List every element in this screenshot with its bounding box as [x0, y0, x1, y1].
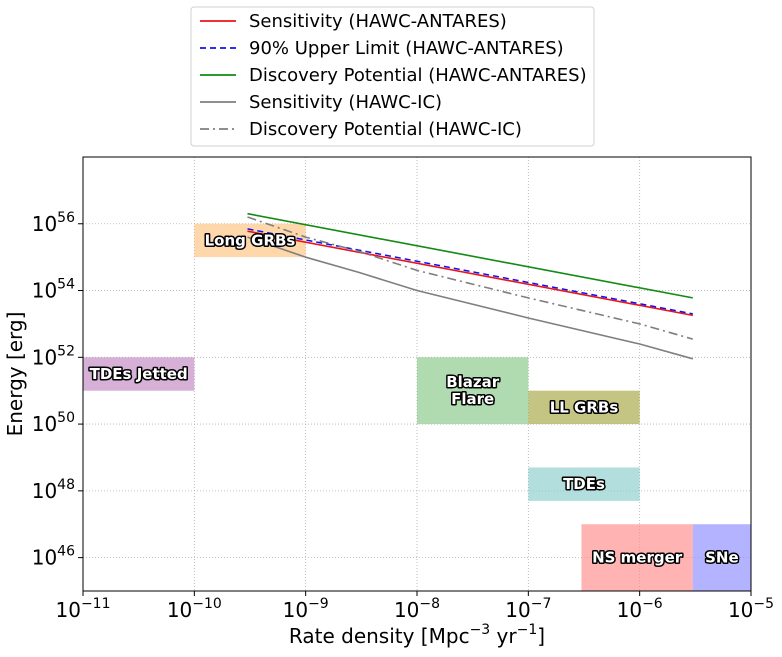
x-tick-exp: −8 [419, 596, 440, 612]
y-tick-base: 10 [32, 479, 57, 503]
y-tick-exp: 56 [57, 210, 75, 226]
series-line [247, 216, 694, 340]
y-tick-label: 1056 [32, 210, 75, 236]
x-tick-label: 10−10 [167, 596, 222, 622]
y-tick-label: 1054 [32, 277, 75, 303]
axis-ticks: 10−11 10−10 10−9 10−8 10−7 10−6 10−51046104810… [32, 210, 774, 622]
series-line [247, 230, 693, 317]
region-label: Blazar [446, 373, 500, 391]
region-label: Flare [451, 390, 494, 408]
y-tick-exp: 48 [57, 477, 75, 493]
x-tick-base: 10 [617, 598, 642, 622]
legend-entry: Sensitivity (HAWC-IC) [249, 92, 442, 113]
region-label: LL GRBs [550, 398, 619, 416]
region-box [83, 357, 195, 391]
x-tick-base: 10 [283, 598, 308, 622]
x-tick-exp: −11 [81, 596, 111, 612]
region-box [417, 357, 529, 425]
x-tick-label: 10−11 [56, 596, 111, 622]
y-tick-exp: 54 [57, 277, 75, 293]
x-tick-label: 10−6 [617, 596, 663, 622]
x-tick-base: 10 [56, 598, 81, 622]
legend-entry: Sensitivity (HAWC-ANTARES) [249, 11, 507, 32]
x-tick-exp: −9 [308, 596, 329, 612]
y-tick-base: 10 [32, 412, 57, 436]
x-tick-base: 10 [728, 598, 753, 622]
x-tick-exp: −5 [753, 596, 774, 612]
x-tick-base: 10 [505, 598, 530, 622]
x-tick-label: 10−9 [283, 596, 329, 622]
x-tick-label: 10−7 [505, 596, 551, 622]
region-box [528, 390, 640, 425]
region-box [692, 524, 751, 591]
y-tick-base: 10 [32, 345, 57, 369]
y-tick-label: 1052 [32, 343, 75, 369]
y-tick-base: 10 [32, 279, 57, 303]
series-line [247, 212, 693, 299]
x-tick-base: 10 [167, 598, 192, 622]
y-tick-label: 1048 [32, 477, 75, 503]
series-lines [247, 212, 694, 360]
y-tick-exp: 50 [57, 410, 75, 426]
x-tick-base: 10 [394, 598, 419, 622]
x-axis-label: Rate density [Mpc−3 yr−1] [289, 622, 545, 648]
region-box [528, 467, 640, 501]
region-label: Long GRBs [205, 231, 296, 249]
y-tick-label: 1050 [32, 410, 75, 436]
region-label: SNe [705, 549, 739, 567]
legend-entry: 90% Upper Limit (HAWC-ANTARES) [249, 38, 564, 59]
source-regions [83, 223, 751, 591]
x-tick-label: 10−8 [394, 596, 440, 622]
region-label: TDEs [563, 475, 605, 493]
legend-box [190, 6, 595, 147]
region-box [581, 524, 693, 591]
x-tick-exp: −7 [531, 596, 552, 612]
y-tick-base: 10 [32, 212, 57, 236]
series-line [247, 228, 693, 315]
series-line [247, 236, 694, 360]
y-tick-label: 1046 [32, 544, 75, 570]
y-tick-exp: 52 [57, 343, 75, 359]
region-label: TDEs Jetted [90, 365, 188, 383]
x-tick-label: 10−5 [728, 596, 774, 622]
legend-entry: Discovery Potential (HAWC-IC) [249, 119, 522, 140]
x-tick-exp: −6 [642, 596, 663, 612]
legend: Sensitivity (HAWC-ANTARES) 90% Upper Limi… [190, 6, 595, 147]
region-label: NS merger [592, 549, 683, 567]
y-axis-label: Energy [erg] [3, 312, 27, 437]
x-tick-exp: −10 [192, 596, 222, 612]
y-tick-base: 10 [32, 546, 57, 570]
legend-entry: Discovery Potential (HAWC-ANTARES) [249, 65, 587, 86]
y-tick-exp: 46 [57, 544, 75, 560]
